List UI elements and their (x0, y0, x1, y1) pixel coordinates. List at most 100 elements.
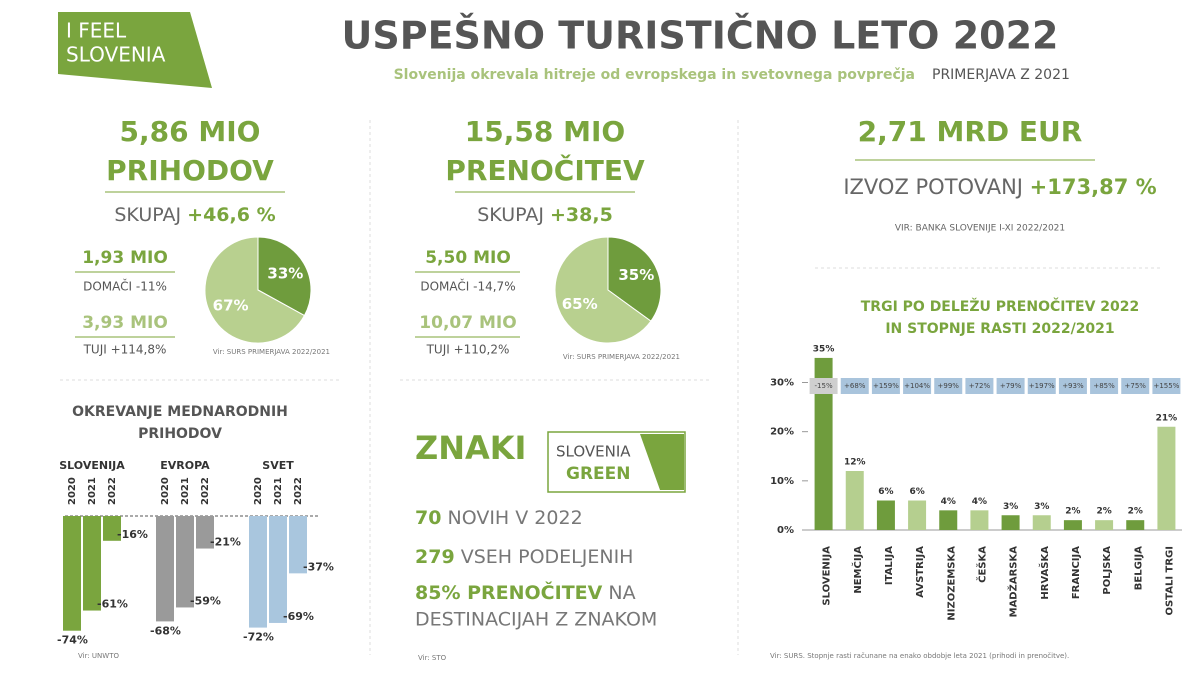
value-label: 12% (844, 458, 866, 468)
bar (103, 516, 121, 541)
x-tick-label: 2022 (200, 477, 211, 505)
x-tick-label: FRANCIJA (1071, 546, 1082, 599)
pie-label: 33% (267, 264, 303, 282)
growth-box (1027, 378, 1056, 394)
value-label: 21% (1156, 413, 1178, 423)
value-label: 2% (1096, 507, 1111, 517)
value-label: 6% (909, 487, 924, 497)
bar (63, 516, 81, 631)
growth-label: +159% (873, 382, 899, 390)
x-tick-label: BELGIJA (1133, 546, 1144, 590)
bar (196, 516, 214, 549)
legend-label: SVET (262, 459, 294, 472)
x-tick-label: 2020 (253, 477, 264, 505)
domestic-change: DOMAČI -11% (83, 279, 167, 294)
growth-box (1090, 378, 1119, 394)
export-label: IZVOZ POTOVANJ (843, 175, 1023, 199)
legend-label: SLOVENIJA (59, 459, 125, 472)
logo-text: I FEEL (66, 19, 127, 43)
pie-slice (204, 236, 306, 344)
chart-title: OKREVANJE MEDNARODNIH (72, 404, 288, 420)
pie-label: 35% (618, 266, 654, 284)
growth-label: -15% (815, 382, 833, 390)
y-tick-label: 30% (770, 378, 794, 389)
value-label: 35% (813, 344, 835, 354)
chart-title: IN STOPNJE RASTI 2022/2021 (885, 321, 1114, 337)
pie-slice (554, 236, 652, 344)
value-label: -68% (150, 624, 181, 637)
growth-box (965, 378, 994, 394)
stat-value: 279 (415, 546, 455, 568)
bar (249, 516, 267, 628)
x-tick-label: 2022 (107, 477, 118, 505)
x-tick-label: 2021 (87, 477, 98, 505)
x-tick-label: SLOVENIJA (822, 546, 833, 606)
x-tick-label: ČEŠKA (975, 546, 988, 583)
growth-label: +99% (938, 382, 960, 390)
bar (876, 500, 895, 530)
value-label: -61% (97, 598, 128, 611)
headline-label: PRENOČITEV (445, 153, 645, 187)
headline: 2,71 MRD EUR (858, 115, 1083, 148)
value-label: -21% (210, 536, 241, 549)
source: Vir: SURS PRIMERJAVA 2022/2021 (213, 348, 330, 356)
bar (1032, 515, 1051, 530)
subtitle: Slovenija okrevala hitreje od evropskega… (394, 67, 915, 83)
stat-label: NA (608, 582, 635, 604)
x-tick-label: 2020 (67, 477, 78, 505)
title: USPEŠNO TURISTIČNO LETO 2022 (342, 14, 1059, 58)
total-label: SKUPAJ (114, 204, 181, 226)
bar (289, 516, 307, 574)
growth-label: +79% (1000, 382, 1022, 390)
growth-box (1121, 378, 1150, 394)
growth-label: +75% (1125, 382, 1147, 390)
comparison: PRIMERJAVA Z 2021 (932, 67, 1070, 83)
signs-stat: 85% PRENOČITEV NA (415, 580, 636, 604)
source: Vir: UNWTO (78, 652, 119, 660)
chart-title: TRGI PO DELEŽU PRENOČITEV 2022 (861, 297, 1140, 315)
domestic-change: DOMAČI -14,7% (420, 279, 515, 294)
growth-box (996, 378, 1025, 394)
signs-stat: 70 NOVIH V 2022 (415, 507, 583, 529)
domestic: 1,93 MIO (82, 248, 168, 268)
bar (845, 471, 864, 530)
bar (1001, 515, 1020, 530)
source: Vir: SURS PRIMERJAVA 2022/2021 (563, 353, 680, 361)
x-tick-label: OSTALI TRGI (1164, 546, 1175, 616)
legend-label: EVROPA (160, 459, 210, 472)
value-label: -72% (243, 631, 274, 644)
chart-title: PRIHODOV (138, 426, 222, 442)
x-tick-label: AVSTRIJA (915, 546, 926, 598)
x-tick-label: 2020 (160, 477, 171, 505)
total: SKUPAJ +38,5 (477, 204, 613, 226)
total-label: SKUPAJ (477, 204, 544, 226)
bar (1157, 426, 1176, 530)
growth-label: +85% (1093, 382, 1115, 390)
value-label: 3% (1034, 502, 1049, 512)
total-change: +38,5 (550, 204, 613, 226)
export-value: +173,87 % (1030, 175, 1157, 199)
value-label: 2% (1065, 507, 1080, 517)
bar (83, 516, 101, 611)
bar (908, 500, 927, 530)
bar (1126, 520, 1145, 530)
pie-label: 67% (213, 297, 249, 315)
stat-value: 85% PRENOČITEV (415, 580, 603, 604)
bar (269, 516, 287, 623)
growth-label: +72% (969, 382, 991, 390)
value-label: -37% (303, 560, 334, 573)
export-change: IZVOZ POTOVANJ +173,87 % (843, 175, 1156, 199)
stat-label: VSEH PODELJENIH (461, 546, 634, 568)
bar (970, 510, 989, 530)
leaf-icon (640, 434, 684, 490)
value-label: -59% (190, 594, 221, 607)
pie-slice (257, 236, 312, 317)
stat-value: 70 (415, 507, 441, 529)
headline: 5,86 MIO (120, 115, 261, 148)
growth-box (809, 378, 838, 394)
bar (1063, 520, 1082, 530)
growth-box (840, 378, 869, 394)
foreign: 10,07 MIO (419, 313, 516, 333)
